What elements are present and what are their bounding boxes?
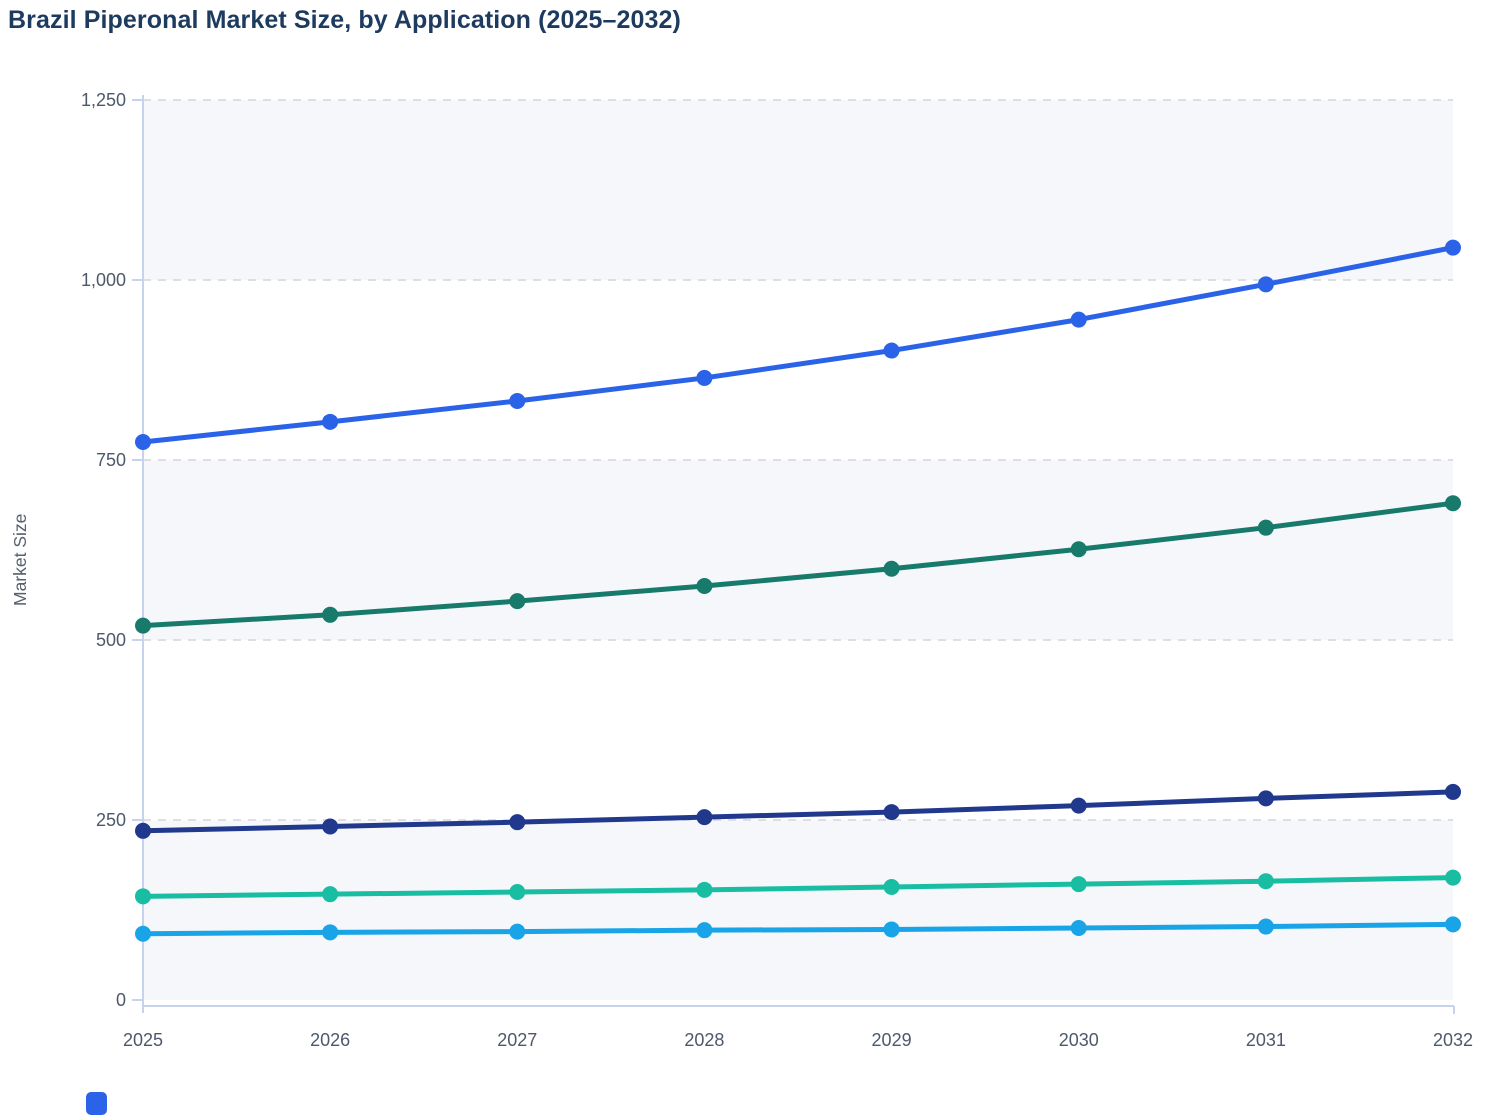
series-teal-light-point[interactable] xyxy=(135,888,151,905)
x-tick-label: 2031 xyxy=(1246,1030,1286,1050)
series-teal-light-point[interactable] xyxy=(1070,876,1087,893)
series-cyan-point[interactable] xyxy=(883,921,900,938)
x-tick-label: 2025 xyxy=(123,1030,163,1050)
series-teal-dark-point[interactable] xyxy=(696,578,713,594)
y-tick-label: 1,250 xyxy=(81,90,126,110)
y-tick-label: 250 xyxy=(96,810,126,830)
x-tick-label: 2029 xyxy=(872,1030,912,1050)
plot-band xyxy=(143,460,1453,640)
series-blue-point[interactable] xyxy=(135,434,151,450)
x-tick-label: 2032 xyxy=(1433,1030,1473,1050)
series-teal-dark-point[interactable] xyxy=(1257,519,1274,536)
series-teal-dark-point[interactable] xyxy=(509,593,526,610)
series-navy-point[interactable] xyxy=(883,804,900,821)
series-teal-dark-point[interactable] xyxy=(883,560,900,577)
plot-band xyxy=(143,820,1453,1000)
x-tick-label: 2027 xyxy=(497,1030,537,1050)
series-blue-point[interactable] xyxy=(322,413,339,430)
series-teal-light-point[interactable] xyxy=(322,886,339,903)
series-blue-point[interactable] xyxy=(1445,239,1461,256)
y-tick-label: 1,000 xyxy=(81,270,126,290)
series-blue-point[interactable] xyxy=(509,392,526,409)
legend-swatch-fragment[interactable] xyxy=(86,1092,107,1115)
series-cyan-point[interactable] xyxy=(322,924,339,941)
x-tick-label: 2030 xyxy=(1059,1030,1099,1050)
series-teal-dark-point[interactable] xyxy=(1070,541,1087,558)
y-tick-label: 750 xyxy=(96,450,126,470)
series-navy-point[interactable] xyxy=(322,818,339,835)
series-navy-point[interactable] xyxy=(509,814,526,831)
series-teal-dark-point[interactable] xyxy=(1445,495,1461,512)
series-teal-light-point[interactable] xyxy=(509,884,526,900)
series-blue-point[interactable] xyxy=(696,369,713,386)
series-teal-light-line[interactable] xyxy=(140,875,1456,899)
series-navy-point[interactable] xyxy=(1070,797,1087,814)
series-cyan-point[interactable] xyxy=(1070,920,1087,936)
series-navy-line[interactable] xyxy=(140,789,1456,834)
series-navy-point[interactable] xyxy=(135,822,151,839)
x-tick-label: 2026 xyxy=(310,1030,350,1050)
y-tick-label: 0 xyxy=(116,990,126,1010)
series-teal-light-point[interactable] xyxy=(696,881,713,898)
series-navy-point[interactable] xyxy=(696,809,713,826)
series-blue-point[interactable] xyxy=(1070,311,1087,328)
series-teal-dark-point[interactable] xyxy=(135,617,151,634)
series-cyan-point[interactable] xyxy=(696,922,713,939)
series-teal-dark-point[interactable] xyxy=(322,606,339,623)
series-teal-light-point[interactable] xyxy=(1257,873,1274,890)
plot-band xyxy=(143,100,1453,280)
y-tick-label: 500 xyxy=(96,630,126,650)
series-blue-point[interactable] xyxy=(883,342,900,359)
chart-title: Brazil Piperonal Market Size, by Applica… xyxy=(8,6,681,34)
series-cyan-point[interactable] xyxy=(1445,916,1461,933)
series-cyan-point[interactable] xyxy=(1257,918,1274,935)
series-navy-point[interactable] xyxy=(1257,790,1274,807)
series-blue-point[interactable] xyxy=(1257,276,1274,293)
series-cyan-point[interactable] xyxy=(509,923,526,940)
series-blue-line[interactable] xyxy=(140,245,1456,445)
series-teal-light-point[interactable] xyxy=(1445,869,1461,886)
series-teal-light-point[interactable] xyxy=(883,878,900,895)
series-cyan-point[interactable] xyxy=(135,925,151,942)
series-navy-point[interactable] xyxy=(1445,783,1461,800)
x-tick-label: 2028 xyxy=(684,1030,724,1050)
series-cyan-line[interactable] xyxy=(140,921,1456,937)
series-teal-dark-line[interactable] xyxy=(140,500,1456,629)
